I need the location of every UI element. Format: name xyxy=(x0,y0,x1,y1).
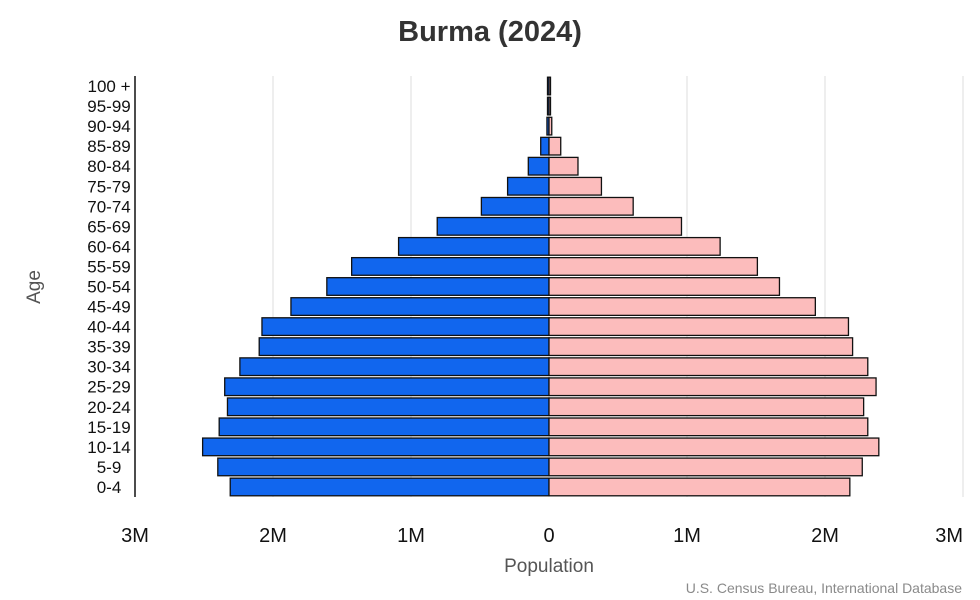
bar-left-30-34 xyxy=(239,357,550,377)
bar-left-85-89 xyxy=(540,136,550,156)
bar-right-95-99 xyxy=(548,96,552,116)
age-label-0-4: 0-4 xyxy=(97,478,122,497)
x-axis-title: Population xyxy=(504,556,594,577)
age-label-100+: 100 + xyxy=(87,77,130,96)
bar-right-40-44 xyxy=(548,317,850,337)
x-tick-labels: 3M 2M 1M 0 1M 2M 3M xyxy=(121,525,963,547)
x-tick-label-1: 2M xyxy=(259,525,287,547)
x-tick-label-6: 3M xyxy=(935,525,963,547)
chart-title: Burma (2024) xyxy=(398,16,582,48)
source-credit: U.S. Census Bureau, International Databa… xyxy=(686,580,962,596)
age-label-60-64: 60-64 xyxy=(87,237,130,256)
age-label-35-39: 35-39 xyxy=(87,338,130,357)
bar-right-15-19 xyxy=(548,417,869,437)
bar-right-5-9 xyxy=(548,457,863,477)
bar-right-10-14 xyxy=(548,437,880,457)
bar-right-85-89 xyxy=(548,136,562,156)
bar-right-60-64 xyxy=(548,236,721,256)
bar-left-10-14 xyxy=(201,437,550,457)
age-label-50-54: 50-54 xyxy=(87,278,130,297)
bar-left-75-79 xyxy=(506,176,550,196)
age-labels: 0-45-910-1415-1920-2425-2930-3435-3940-4… xyxy=(87,77,130,497)
age-label-70-74: 70-74 xyxy=(87,197,130,216)
bars xyxy=(201,76,880,497)
x-tick-label-4: 1M xyxy=(673,525,701,547)
age-label-90-94: 90-94 xyxy=(87,117,130,136)
bar-left-80-84 xyxy=(527,156,550,176)
bar-left-60-64 xyxy=(397,236,550,256)
x-tick-label-0: 3M xyxy=(121,525,149,547)
bar-left-35-39 xyxy=(258,337,550,357)
x-tick-label-3: 0 xyxy=(543,525,554,547)
bar-left-65-69 xyxy=(436,216,550,236)
x-tick-label-5: 2M xyxy=(811,525,839,547)
bar-left-25-29 xyxy=(224,377,550,397)
age-label-85-89: 85-89 xyxy=(87,137,130,156)
bar-right-30-34 xyxy=(548,357,869,377)
bar-right-75-79 xyxy=(548,176,603,196)
y-axis-title: Age xyxy=(24,270,45,304)
age-label-25-29: 25-29 xyxy=(87,378,130,397)
bar-left-70-74 xyxy=(480,196,550,216)
age-label-80-84: 80-84 xyxy=(87,157,130,176)
bar-left-15-19 xyxy=(218,417,550,437)
bar-right-55-59 xyxy=(548,256,759,276)
age-label-20-24: 20-24 xyxy=(87,398,130,417)
x-tick-label-2: 1M xyxy=(397,525,425,547)
bar-left-20-24 xyxy=(226,397,550,417)
bar-left-50-54 xyxy=(326,277,550,296)
bar-right-45-49 xyxy=(548,297,816,317)
age-label-10-14: 10-14 xyxy=(87,438,130,457)
age-label-75-79: 75-79 xyxy=(87,177,130,196)
bar-right-0-4 xyxy=(548,477,851,497)
age-label-95-99: 95-99 xyxy=(87,97,130,116)
age-label-40-44: 40-44 xyxy=(87,318,130,337)
bar-left-45-49 xyxy=(290,297,550,317)
bar-right-35-39 xyxy=(548,337,854,357)
bar-right-65-69 xyxy=(548,216,683,236)
age-label-55-59: 55-59 xyxy=(87,257,130,276)
bar-right-90-94 xyxy=(548,116,553,136)
bar-left-0-4 xyxy=(229,477,550,497)
bar-left-55-59 xyxy=(351,256,550,276)
age-label-15-19: 15-19 xyxy=(87,418,130,437)
bar-left-5-9 xyxy=(217,457,550,477)
bar-right-20-24 xyxy=(548,397,865,417)
bar-left-40-44 xyxy=(261,317,550,337)
age-label-65-69: 65-69 xyxy=(87,217,130,236)
bar-right-25-29 xyxy=(548,377,877,397)
bar-right-80-84 xyxy=(548,156,579,176)
bar-right-70-74 xyxy=(548,196,634,216)
bar-right-100+ xyxy=(548,76,552,96)
age-label-5-9: 5-9 xyxy=(97,458,122,477)
age-label-45-49: 45-49 xyxy=(87,298,130,317)
age-label-30-34: 30-34 xyxy=(87,358,130,377)
bar-right-50-54 xyxy=(548,277,781,296)
